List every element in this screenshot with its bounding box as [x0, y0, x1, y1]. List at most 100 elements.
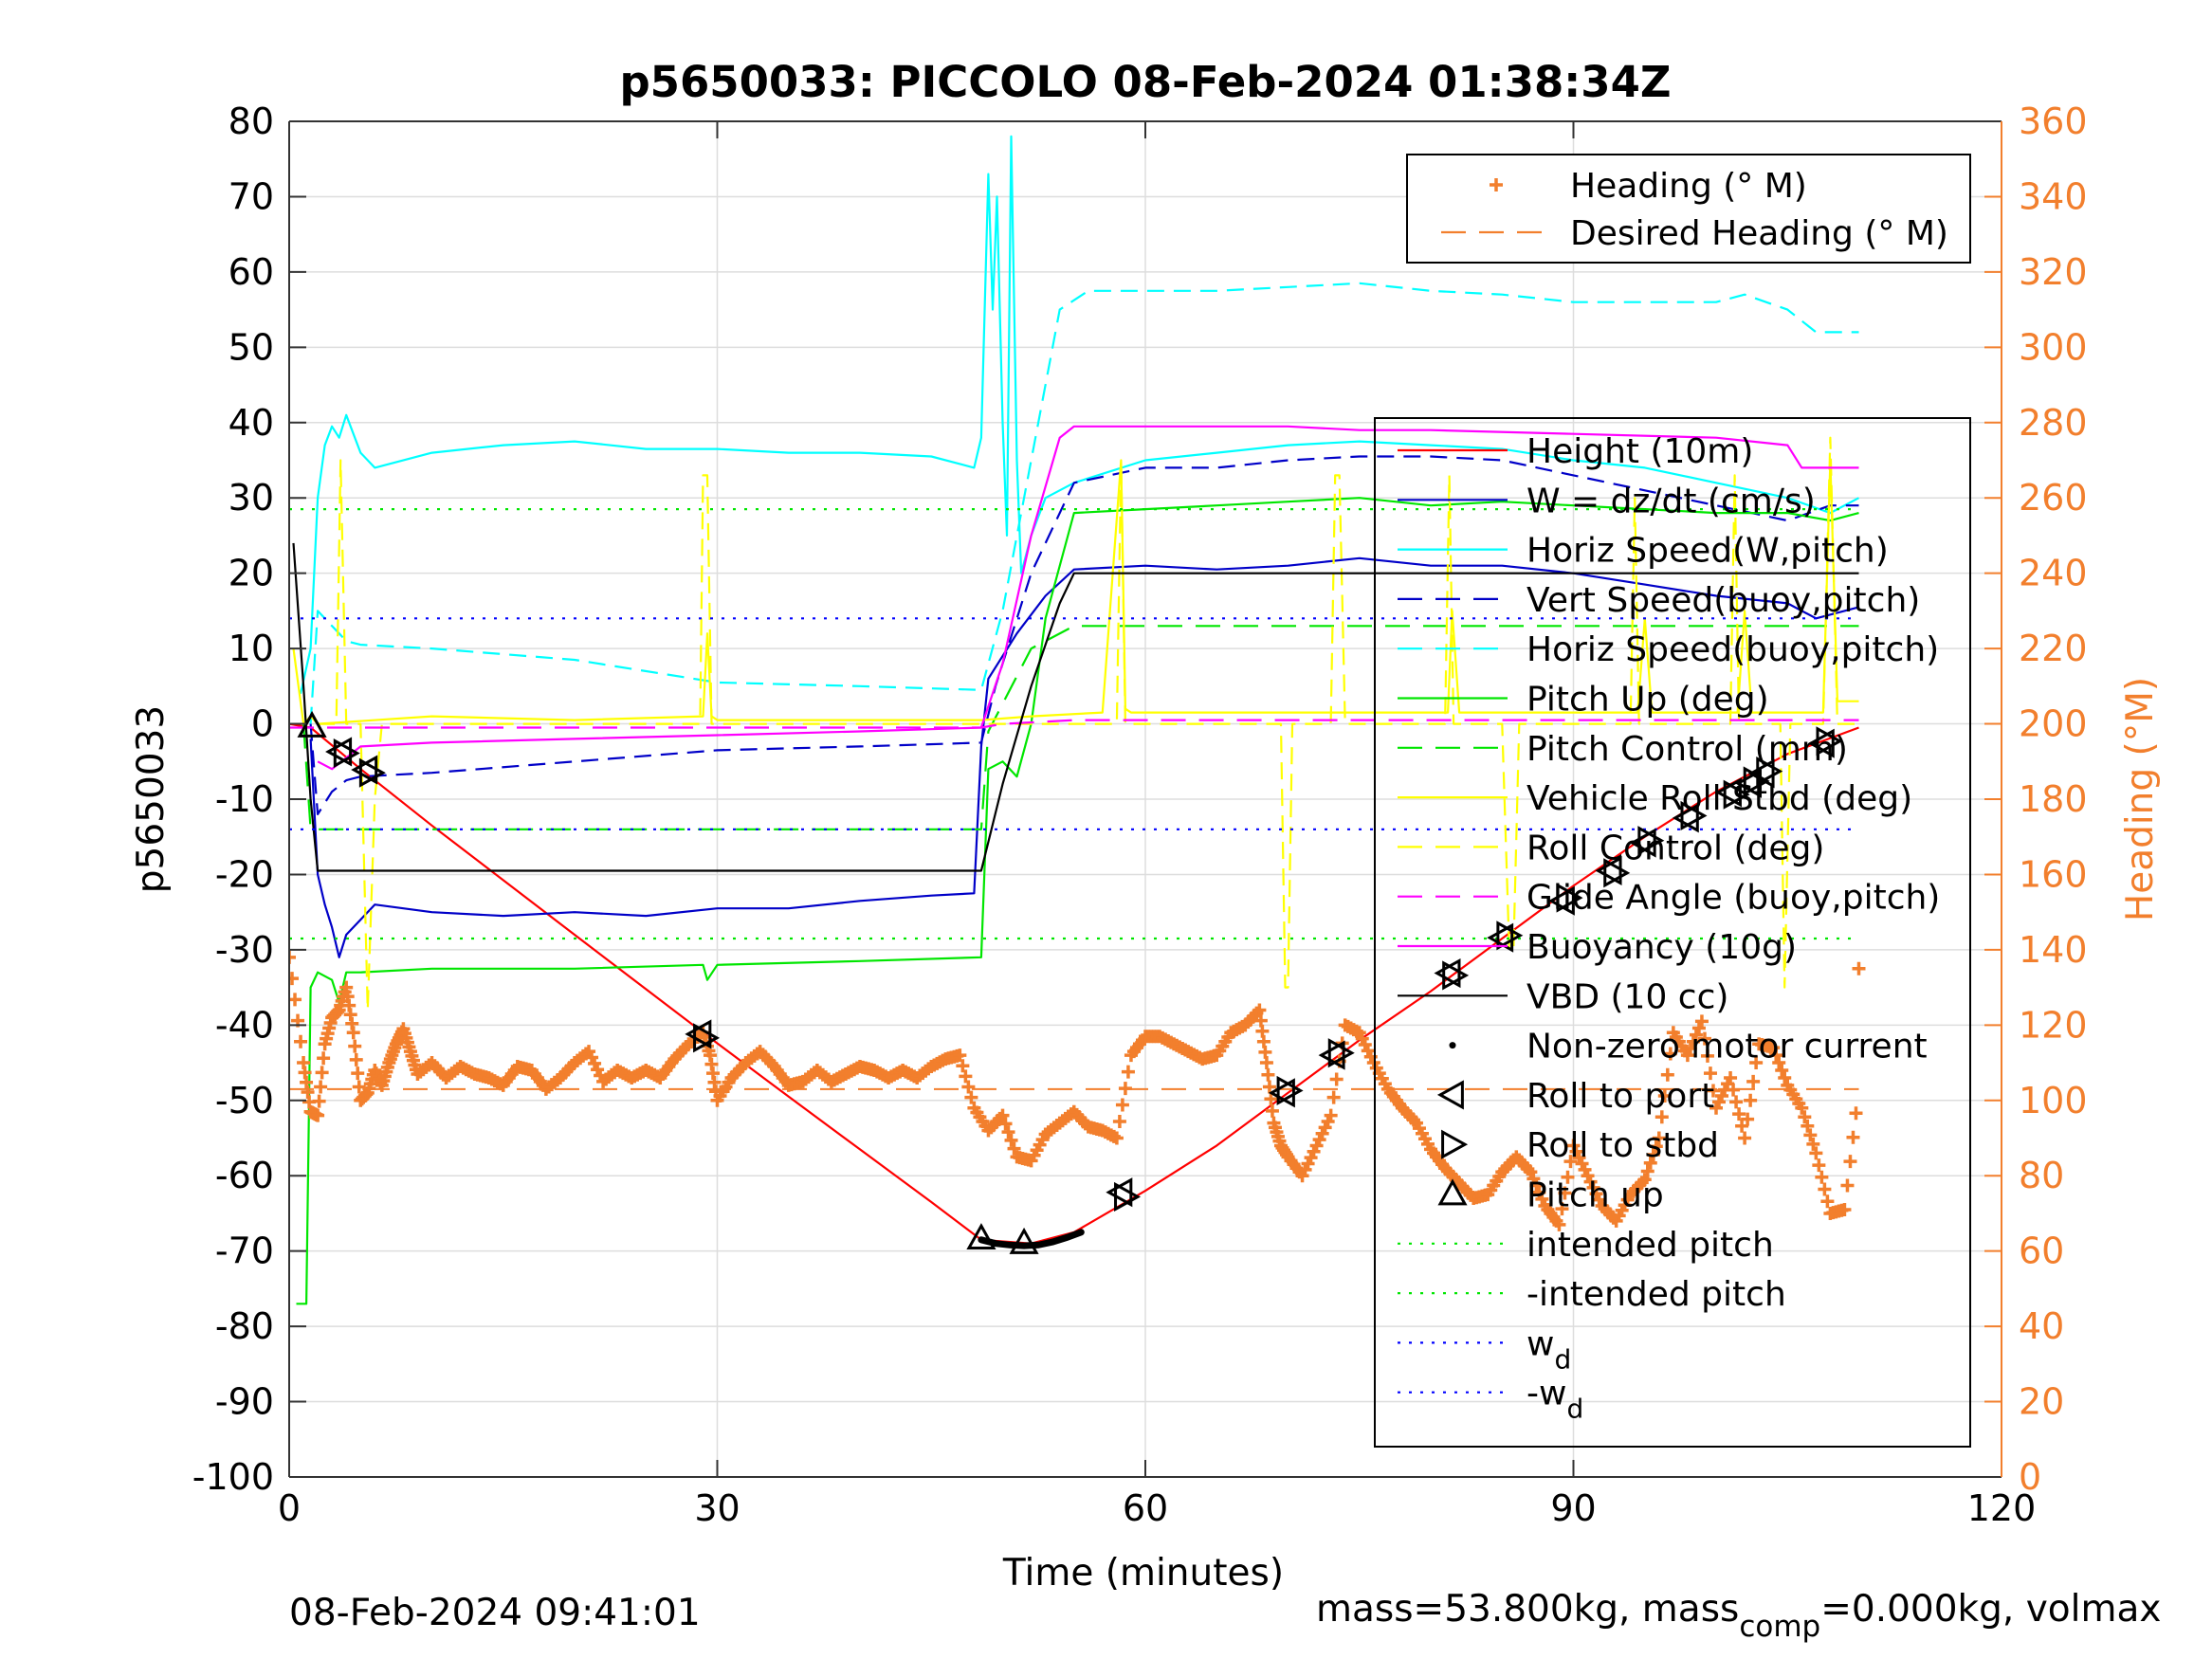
legend-label-sub: d	[1566, 1394, 1583, 1425]
y-tick-label-right: 100	[2019, 1080, 2088, 1121]
heading-point	[312, 1094, 326, 1108]
chart-title: p5650033: PICCOLO 08-Feb-2024 01:38:34Z	[619, 57, 1671, 107]
series-line	[302, 625, 1859, 830]
marker-roll-stbd	[1723, 779, 1750, 810]
legend-label-text: Pitch Up (deg)	[1526, 681, 1769, 720]
heading-point	[1118, 1082, 1132, 1096]
heading-point	[1264, 1092, 1278, 1106]
series-line	[309, 455, 1859, 816]
heading-point	[1524, 1165, 1538, 1179]
legend-label-text: -w	[1526, 1375, 1566, 1413]
legend-label: W = dz/dt (cm/s)	[1526, 482, 1816, 520]
y-tick-label-left: -30	[215, 929, 274, 971]
y-axis-label-right: Heading (°M)	[2119, 677, 2162, 921]
heading-point	[1840, 1178, 1855, 1193]
legend-swatch	[1441, 1129, 1469, 1159]
heading-point	[315, 1066, 329, 1080]
heading-point	[1803, 1128, 1818, 1142]
heading-point	[956, 1059, 970, 1073]
heading-point	[1657, 1089, 1672, 1103]
x-tick-label: 90	[1550, 1487, 1596, 1529]
y-tick-label-right: 140	[2019, 929, 2088, 971]
y-tick-label-right: 80	[2019, 1155, 2064, 1196]
marker-roll-stbd	[1114, 1181, 1142, 1212]
y-tick-label-right: 220	[2019, 628, 2088, 669]
legend-label: -wd	[1526, 1375, 1583, 1425]
footer-timestamp: 08-Feb-2024 09:41:01	[289, 1592, 701, 1634]
series-line	[317, 425, 1859, 771]
heading-point	[1535, 1192, 1549, 1206]
heading-point	[1007, 1141, 1021, 1156]
series-line	[292, 542, 1859, 872]
y-tick-label-right: 40	[2019, 1305, 2064, 1347]
heading-layer	[289, 950, 1866, 1231]
y-tick-label-left: 30	[229, 477, 274, 519]
legend-main-box	[1374, 417, 1971, 1448]
heading-point	[1552, 1217, 1566, 1231]
x-axis-label: Time (minutes)	[1002, 1552, 1284, 1595]
heading-point	[1261, 1067, 1275, 1082]
marker-roll-stbd	[1603, 858, 1631, 888]
heading-point	[1703, 1066, 1717, 1081]
heading-point	[1558, 1186, 1572, 1200]
marker-roll-stbd	[1556, 883, 1583, 913]
heading-point	[1775, 1064, 1789, 1077]
legend-label-sub: d	[1554, 1343, 1571, 1375]
series-line	[318, 436, 1859, 1012]
y-tick-label-left: -70	[215, 1231, 274, 1272]
heading-point	[1265, 1103, 1279, 1118]
heading-point	[1795, 1101, 1809, 1115]
heading-point	[1749, 1056, 1764, 1070]
heading-point	[1561, 1170, 1575, 1184]
heading-point	[1526, 1172, 1541, 1186]
legend-label-text: Buoyancy (10g)	[1526, 928, 1797, 967]
series-line	[292, 459, 1859, 725]
legend-label: Vert Speed(buoy,pitch)	[1526, 581, 1920, 620]
heading-point	[1815, 1170, 1829, 1184]
marker-roll-stbd	[1816, 726, 1843, 757]
y-tick-label-right: 320	[2019, 251, 2088, 293]
heading-point	[348, 1039, 362, 1053]
x-tick-label: 0	[278, 1487, 301, 1529]
heading-point	[1729, 1095, 1744, 1109]
marker-roll-stbd	[358, 757, 386, 788]
legend-swatch	[1436, 1080, 1464, 1110]
series-line	[309, 282, 1859, 724]
y-tick-label-right: 200	[2019, 703, 2088, 745]
heading-point	[289, 972, 300, 986]
heading-point	[1691, 1021, 1706, 1035]
legend-heading: Heading (° M) Desired Heading (° M)	[1406, 154, 1971, 264]
x-tick-label: 120	[1967, 1487, 2037, 1529]
heading-point	[289, 950, 296, 964]
legend-label: Glide Angle (buoy,pitch)	[1526, 879, 1940, 918]
y-tick-label-right: 240	[2019, 553, 2088, 594]
y-tick-label-right: 180	[2019, 778, 2088, 820]
y-tick-label-left: -80	[215, 1305, 274, 1347]
marker-roll-stbd	[1442, 960, 1470, 991]
legend-swatch	[1449, 1042, 1456, 1049]
series-line	[289, 719, 1859, 729]
heading-point	[1680, 1048, 1694, 1063]
y-tick-label-right: 360	[2019, 100, 2088, 142]
tick-labels: 0 30 60 90 12080706050403020100-10-20-30-40-…	[192, 100, 2088, 1529]
legend-label-text: Pitch up	[1526, 1176, 1664, 1215]
heading-point	[1109, 1131, 1124, 1145]
heading-point	[317, 1051, 331, 1066]
heading-point	[1654, 1110, 1669, 1124]
heading-point	[1738, 1131, 1752, 1145]
y-tick-label-left: -40	[215, 1004, 274, 1046]
y-tick-label-left: -20	[215, 853, 274, 895]
y-axis-label-left: p5650033	[130, 705, 173, 893]
heading-point	[1812, 1158, 1826, 1173]
series-line	[309, 556, 1859, 958]
heading-point	[1694, 1014, 1709, 1029]
heading-point	[1801, 1119, 1815, 1133]
y-tick-label-left: 40	[229, 402, 274, 444]
heading-point	[1115, 1098, 1129, 1112]
heading-point	[996, 1108, 1010, 1122]
y-tick-label-left: 70	[229, 175, 274, 217]
heading-point	[1766, 1041, 1781, 1055]
heading-point	[1649, 1139, 1663, 1154]
footer-mass-text: mass=53.800kg, mass	[1316, 1588, 1739, 1631]
legend-label: Roll Control (deg)	[1526, 829, 1824, 867]
